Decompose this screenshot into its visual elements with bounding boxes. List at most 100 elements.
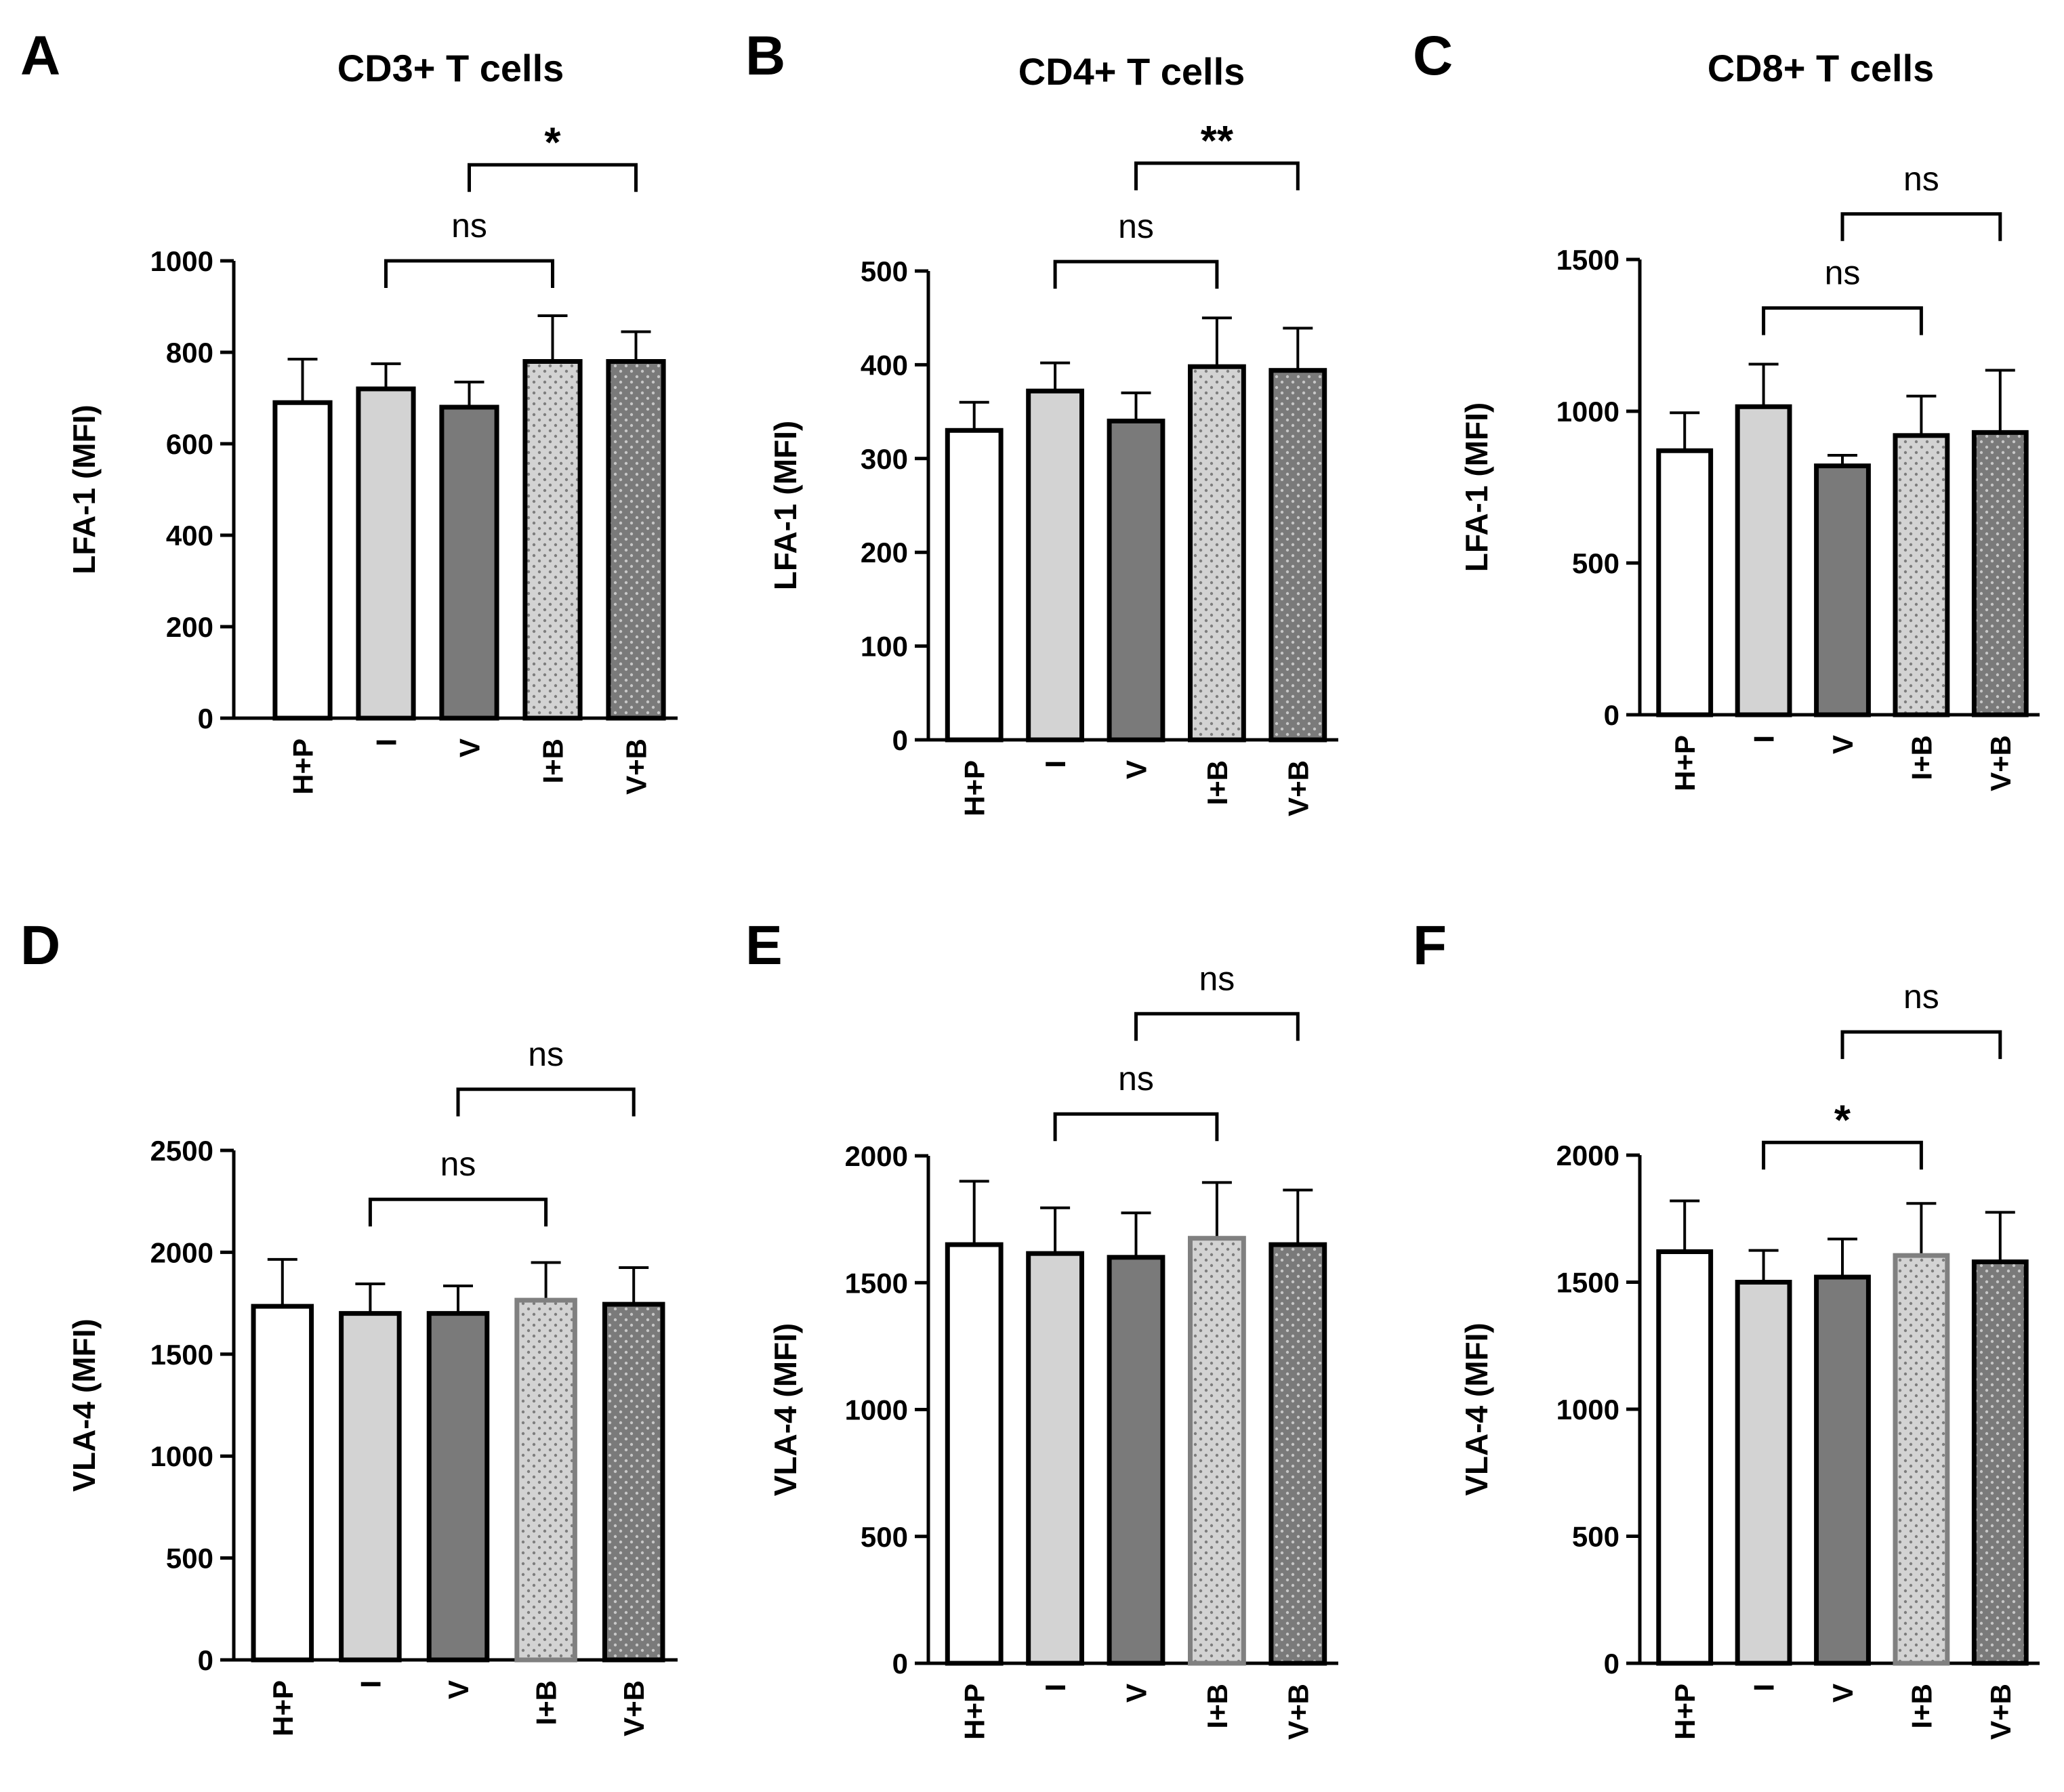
x-tick-label: H+P: [959, 1684, 991, 1740]
significance-bracket: [1762, 1140, 1923, 1170]
significance-label: ns: [528, 1035, 564, 1073]
bar-v: [1107, 418, 1165, 743]
y-tick-label: 1000: [150, 245, 213, 277]
panel-letter: A: [20, 25, 60, 87]
y-tick-label: 1500: [1556, 244, 1619, 276]
bar-vb: [1971, 430, 2029, 717]
bar-ib: [514, 1297, 577, 1663]
bar-ib: [1187, 1236, 1246, 1666]
y-axis-label: VLA-4 (MFI): [768, 1323, 803, 1497]
y-tick-label: 0: [198, 703, 213, 734]
bar-i: [1735, 404, 1792, 717]
bar-ib: [1893, 1253, 1950, 1666]
bar-vb: [1268, 368, 1327, 743]
panel-e: E VLA-4 (MFI) 0 500 1000 1500 2000 H+P I V I+B V+B n…: [745, 915, 1338, 1740]
bar-ib: [1893, 433, 1950, 717]
y-axis-label: LFA-1 (MFI): [768, 421, 803, 590]
y-tick-label: 600: [166, 428, 213, 460]
x-tick-label: I: [1039, 760, 1071, 768]
panel-a: A CD3+ T cells LFA-1 (MFI) 0 200 400 600 800 100…: [20, 25, 678, 795]
x-tick-label: H+P: [1669, 735, 1701, 791]
significance-label: ns: [1903, 978, 1939, 1016]
bar-vb: [1268, 1242, 1327, 1666]
significance-bracket: [384, 259, 554, 288]
y-tick-label: 500: [166, 1543, 213, 1575]
x-tick-label: V: [442, 1680, 474, 1699]
bar-ib: [522, 359, 583, 721]
bar-v: [1107, 1255, 1165, 1666]
significance-label: **: [1201, 118, 1234, 165]
y-tick-label: 0: [1604, 1648, 1619, 1680]
panel-letter: E: [745, 915, 783, 976]
x-tick-label: V+B: [621, 738, 653, 795]
x-tick-label: I+B: [1201, 1684, 1233, 1729]
x-tick-label: V: [454, 738, 486, 757]
x-tick-label: I+B: [531, 1680, 562, 1726]
panel-letter: F: [1413, 915, 1447, 976]
significance-bracket: [1053, 259, 1219, 289]
x-tick-label: I: [1039, 1684, 1071, 1692]
significance-bracket: [456, 1087, 636, 1117]
bar-v: [1814, 1274, 1871, 1666]
y-tick-label: 0: [892, 724, 908, 756]
bar-v: [1814, 463, 1871, 717]
y-axis-label: LFA-1 (MFI): [66, 404, 102, 574]
bar-hp: [272, 400, 333, 721]
significance-label: ns: [451, 207, 487, 245]
y-tick-label: 1000: [1556, 396, 1619, 428]
y-tick-label: 2000: [150, 1236, 213, 1268]
x-tick-label: I: [354, 1680, 386, 1688]
significance-label: ns: [1118, 1060, 1154, 1098]
x-tick-label: V+B: [618, 1680, 650, 1736]
significance-label: ns: [1903, 160, 1939, 198]
significance-label: *: [1834, 1097, 1851, 1144]
y-tick-label: 400: [861, 349, 908, 381]
y-tick-label: 1500: [150, 1339, 213, 1371]
bar-v: [439, 404, 499, 721]
significance-bracket: [1840, 1030, 2002, 1060]
bar-vb: [602, 1301, 665, 1663]
bar-hp: [945, 428, 1004, 743]
bar-i: [356, 386, 416, 721]
x-tick-label: V: [1827, 735, 1859, 754]
significance-bracket: [1840, 212, 2002, 241]
x-tick-label: H+P: [959, 760, 991, 816]
significance-bracket: [1134, 1012, 1300, 1041]
y-tick-label: 1000: [845, 1394, 908, 1426]
y-axis-label: LFA-1 (MFI): [1459, 402, 1494, 572]
y-tick-label: 1500: [845, 1267, 908, 1299]
panel-letter: D: [20, 915, 60, 976]
x-tick-label: I+B: [537, 738, 569, 784]
panel-d: D VLA-4 (MFI) 0 500 1000 1500 2000 2500 H+P I V I+B…: [20, 915, 678, 1736]
y-tick-label: 200: [166, 611, 213, 643]
y-tick-label: 800: [166, 337, 213, 369]
significance-bracket: [468, 163, 638, 192]
bar-vb: [1971, 1259, 2029, 1666]
x-tick-label: V: [1121, 760, 1153, 779]
y-tick-label: 0: [198, 1644, 213, 1676]
panel-letter: C: [1413, 25, 1453, 87]
y-tick-label: 0: [1604, 699, 1619, 731]
x-tick-label: I: [1748, 1684, 1780, 1692]
significance-bracket: [1134, 161, 1300, 190]
y-tick-label: 500: [861, 255, 908, 287]
y-tick-label: 2500: [150, 1135, 213, 1167]
panel-title: CD3+ T cells: [337, 47, 564, 89]
y-tick-label: 0: [892, 1648, 908, 1680]
y-tick-label: 200: [861, 537, 908, 568]
x-tick-label: V+B: [1282, 1684, 1314, 1740]
x-tick-label: I+B: [1201, 760, 1233, 806]
bar-hp: [1656, 448, 1714, 717]
y-tick-label: 500: [1572, 1521, 1619, 1553]
significance-label: *: [544, 119, 561, 166]
panel-letter: B: [745, 25, 785, 87]
y-tick-label: 100: [861, 631, 908, 663]
y-tick-label: 1000: [150, 1440, 213, 1472]
significance-label: ns: [1199, 959, 1235, 997]
panel-title: CD4+ T cells: [1018, 50, 1245, 93]
y-tick-label: 2000: [1556, 1140, 1619, 1171]
panel-f: F VLA-4 (MFI) 0 500 1000 1500 2000 H+P I V I+B V+B *…: [1413, 915, 2040, 1740]
x-tick-label: V+B: [1985, 1684, 2017, 1740]
y-axis-label: VLA-4 (MFI): [1459, 1322, 1494, 1496]
x-tick-label: V: [1121, 1684, 1153, 1703]
